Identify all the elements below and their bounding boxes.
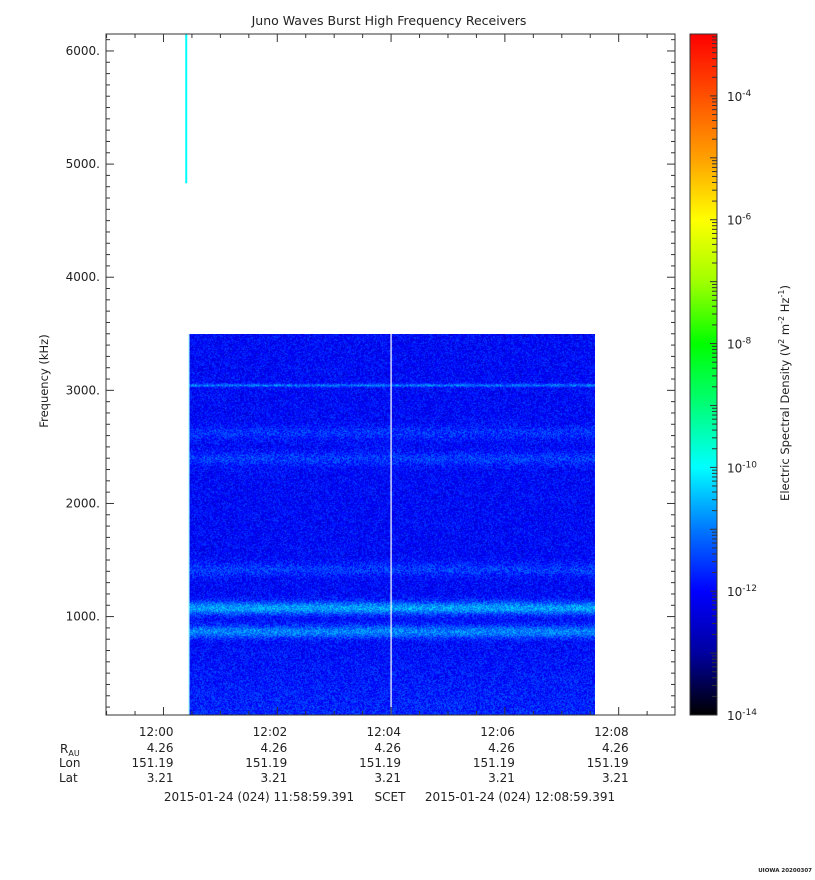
time-range-line: 2015-01-24 (024) 11:58:59.391 SCET 2015-… <box>164 790 615 804</box>
y-tick-label: 5000. <box>66 157 100 171</box>
ephem-lon-value: 151.19 <box>245 756 287 770</box>
y-tick-label: 3000. <box>66 383 100 397</box>
colorbar-tick-label: 10-14 <box>727 708 757 723</box>
ephem-r-value: 4.26 <box>261 741 288 755</box>
x-tick-label: 12:08 <box>594 725 629 739</box>
ephem-label-lon: Lon <box>59 756 80 770</box>
x-tick-label: 12:02 <box>253 725 288 739</box>
block-start-edge <box>188 334 190 715</box>
chart-title: Juno Waves Burst High Frequency Receiver… <box>251 13 527 28</box>
colorbar-label: Electric Spectral Density (V2 m-2 Hz-1) <box>777 285 792 501</box>
colorbar-axis: 10-14 10-12 10-10 10-8 10-6 10-4 <box>710 33 757 723</box>
time-range-start: 2015-01-24 (024) 11:58:59.391 <box>164 790 354 804</box>
y-tick-label: 4000. <box>66 270 100 284</box>
ephem-lat-value: 3.21 <box>261 771 288 785</box>
ephem-lon-value: 151.19 <box>587 756 629 770</box>
colorbar-tick-label: 10-6 <box>727 213 752 228</box>
x-axis: 12:00 12:02 12:04 12:06 12:08 <box>106 34 648 739</box>
x-tick-label: 12:00 <box>139 725 174 739</box>
ephem-r-value: 4.26 <box>488 741 515 755</box>
ephem-label-lat: Lat <box>59 771 78 785</box>
y-axis-label: Frequency (kHz) <box>37 334 51 427</box>
x-tick-label: 12:06 <box>480 725 515 739</box>
ephem-lon-value: 151.19 <box>473 756 515 770</box>
ephem-r-value: 4.26 <box>602 741 629 755</box>
ephemeris-table: RAU Lon Lat 4.26151.193.214.26151.193.21… <box>59 741 629 785</box>
ephem-lat-value: 3.21 <box>374 771 401 785</box>
y-axis: 1000. 2000. 3000. 4000. 5000. 6000. <box>66 39 675 708</box>
plot-data-layer <box>185 34 595 715</box>
y-tick-label: 6000. <box>66 44 100 58</box>
ephem-r-value: 4.26 <box>147 741 174 755</box>
ephem-r-value: 4.26 <box>374 741 401 755</box>
plot-frame <box>105 33 676 716</box>
x-tick-label: 12:04 <box>366 725 401 739</box>
colorbar <box>690 34 717 715</box>
colorbar-tick-label: 10-4 <box>727 89 752 104</box>
colorbar-tick-label: 10-12 <box>727 584 757 599</box>
ephem-lon-value: 151.19 <box>359 756 401 770</box>
green-burst-line <box>185 34 188 184</box>
burst-layer <box>185 34 190 715</box>
y-tick-label: 1000. <box>66 610 100 624</box>
footer-stamp: UIOWA 20200307 <box>758 868 812 874</box>
ephem-lon-value: 151.19 <box>131 756 173 770</box>
ephem-lat-value: 3.21 <box>147 771 174 785</box>
time-range-scet: SCET <box>375 790 407 804</box>
ephem-label-r: RAU <box>60 742 80 758</box>
colorbar-frame <box>689 33 718 716</box>
ephem-lat-value: 3.21 <box>602 771 629 785</box>
ephem-lat-value: 3.21 <box>488 771 515 785</box>
colorbar-tick-label: 10-10 <box>727 460 757 475</box>
y-tick-label: 2000. <box>66 496 100 510</box>
colorbar-tick-label: 10-8 <box>727 337 752 352</box>
time-range-end: 2015-01-24 (024) 12:08:59.391 <box>425 790 615 804</box>
